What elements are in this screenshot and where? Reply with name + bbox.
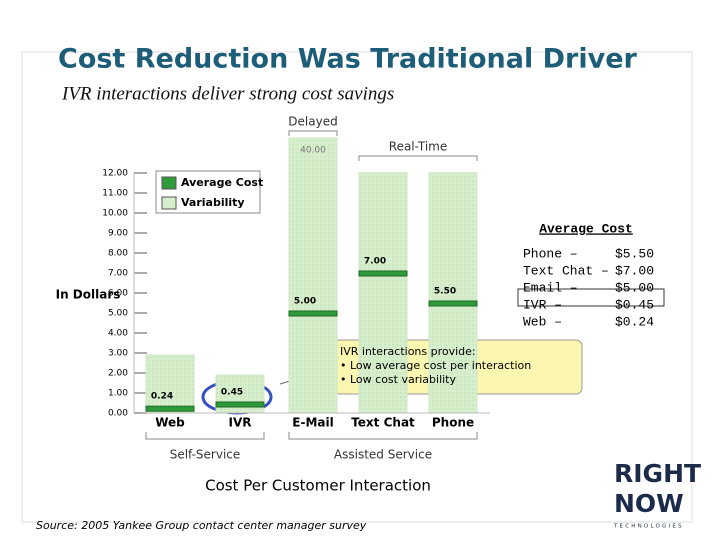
group-label: Real-Time: [389, 140, 447, 154]
y-tick-label: 6.00: [108, 289, 128, 299]
table-cell: Web –: [523, 314, 562, 329]
legend-swatch: [161, 176, 177, 190]
ivr-row-box: [517, 288, 665, 307]
group-bracket: [358, 155, 478, 161]
y-tick-label: 4.00: [108, 329, 128, 339]
group-label: Self-Service: [170, 448, 241, 462]
y-axis-label: In Dollars: [56, 288, 121, 302]
table-cell: $0.45: [615, 297, 654, 312]
average-cost-bar: [145, 405, 195, 412]
callout-text: • Low average cost per interaction: [340, 359, 531, 372]
subtitle: IVR interactions deliver strong cost sav…: [61, 83, 394, 104]
x-tick-label: Text Chat: [351, 416, 415, 430]
legend-swatch: [161, 196, 177, 210]
logo-line: NOW: [614, 489, 684, 518]
table-cell: Phone –: [523, 246, 578, 261]
y-tick-label: 11.00: [102, 189, 128, 199]
y-tick-label: 2.00: [108, 369, 128, 379]
group-bracket: [288, 432, 478, 440]
x-tick-label: E-Mail: [292, 416, 333, 430]
x-tick-label: IVR: [229, 416, 252, 430]
source: Source: 2005 Yankee Group contact center…: [36, 519, 367, 532]
value-label: 0.45: [221, 388, 243, 398]
y-tick-label: 10.00: [102, 209, 128, 219]
group-bracket: [145, 432, 265, 440]
group-bracket: [288, 130, 338, 136]
legend-label: Variability: [181, 196, 245, 209]
table-cell: IVR –: [523, 297, 562, 312]
y-tick-label: 1.00: [108, 389, 128, 399]
caption: Cost Per Customer Interaction: [205, 477, 431, 495]
y-tick-label: 9.00: [108, 229, 128, 239]
table-cell: Email –: [523, 280, 578, 295]
value-label: 7.00: [364, 257, 386, 267]
value-label: 0.24: [151, 392, 173, 402]
value-label: 40.00: [300, 146, 326, 156]
group-label: Assisted Service: [334, 448, 432, 462]
callout-text: IVR interactions provide:: [340, 345, 476, 358]
table-cell: $5.00: [615, 280, 654, 295]
y-tick-label: 7.00: [108, 269, 128, 279]
table-cell: Text Chat –: [523, 263, 609, 278]
legend-label: Average Cost: [181, 176, 263, 189]
average-cost-bar: [358, 270, 408, 277]
logo-line: RIGHT: [614, 459, 701, 488]
slide-frame: [21, 51, 693, 523]
variability-bar: [145, 354, 195, 414]
table-title: Average Cost: [539, 221, 633, 236]
title: Cost Reduction Was Traditional Driver: [58, 44, 638, 75]
average-cost-bar: [288, 310, 338, 317]
variability-bar: [288, 137, 338, 414]
value-label: 5.00: [294, 297, 316, 307]
y-tick-label: 3.00: [108, 349, 128, 359]
y-tick-label: 8.00: [108, 249, 128, 259]
x-tick-label: Web: [155, 416, 185, 430]
average-cost-bar: [428, 300, 478, 307]
y-tick-label: 5.00: [108, 309, 128, 319]
callout-text: • Low cost variability: [340, 373, 456, 386]
value-label: 5.50: [434, 287, 456, 297]
x-tick-label: Phone: [432, 416, 474, 430]
average-cost-bar: [215, 401, 265, 408]
table-cell: $0.24: [615, 314, 654, 329]
group-label: Delayed: [288, 115, 337, 129]
logo-line: TECHNOLOGIES: [613, 524, 684, 530]
y-tick-label: 12.00: [102, 169, 128, 179]
table-cell: $5.50: [615, 246, 654, 261]
y-tick-label: 0.00: [108, 409, 128, 419]
table-cell: $7.00: [615, 263, 654, 278]
